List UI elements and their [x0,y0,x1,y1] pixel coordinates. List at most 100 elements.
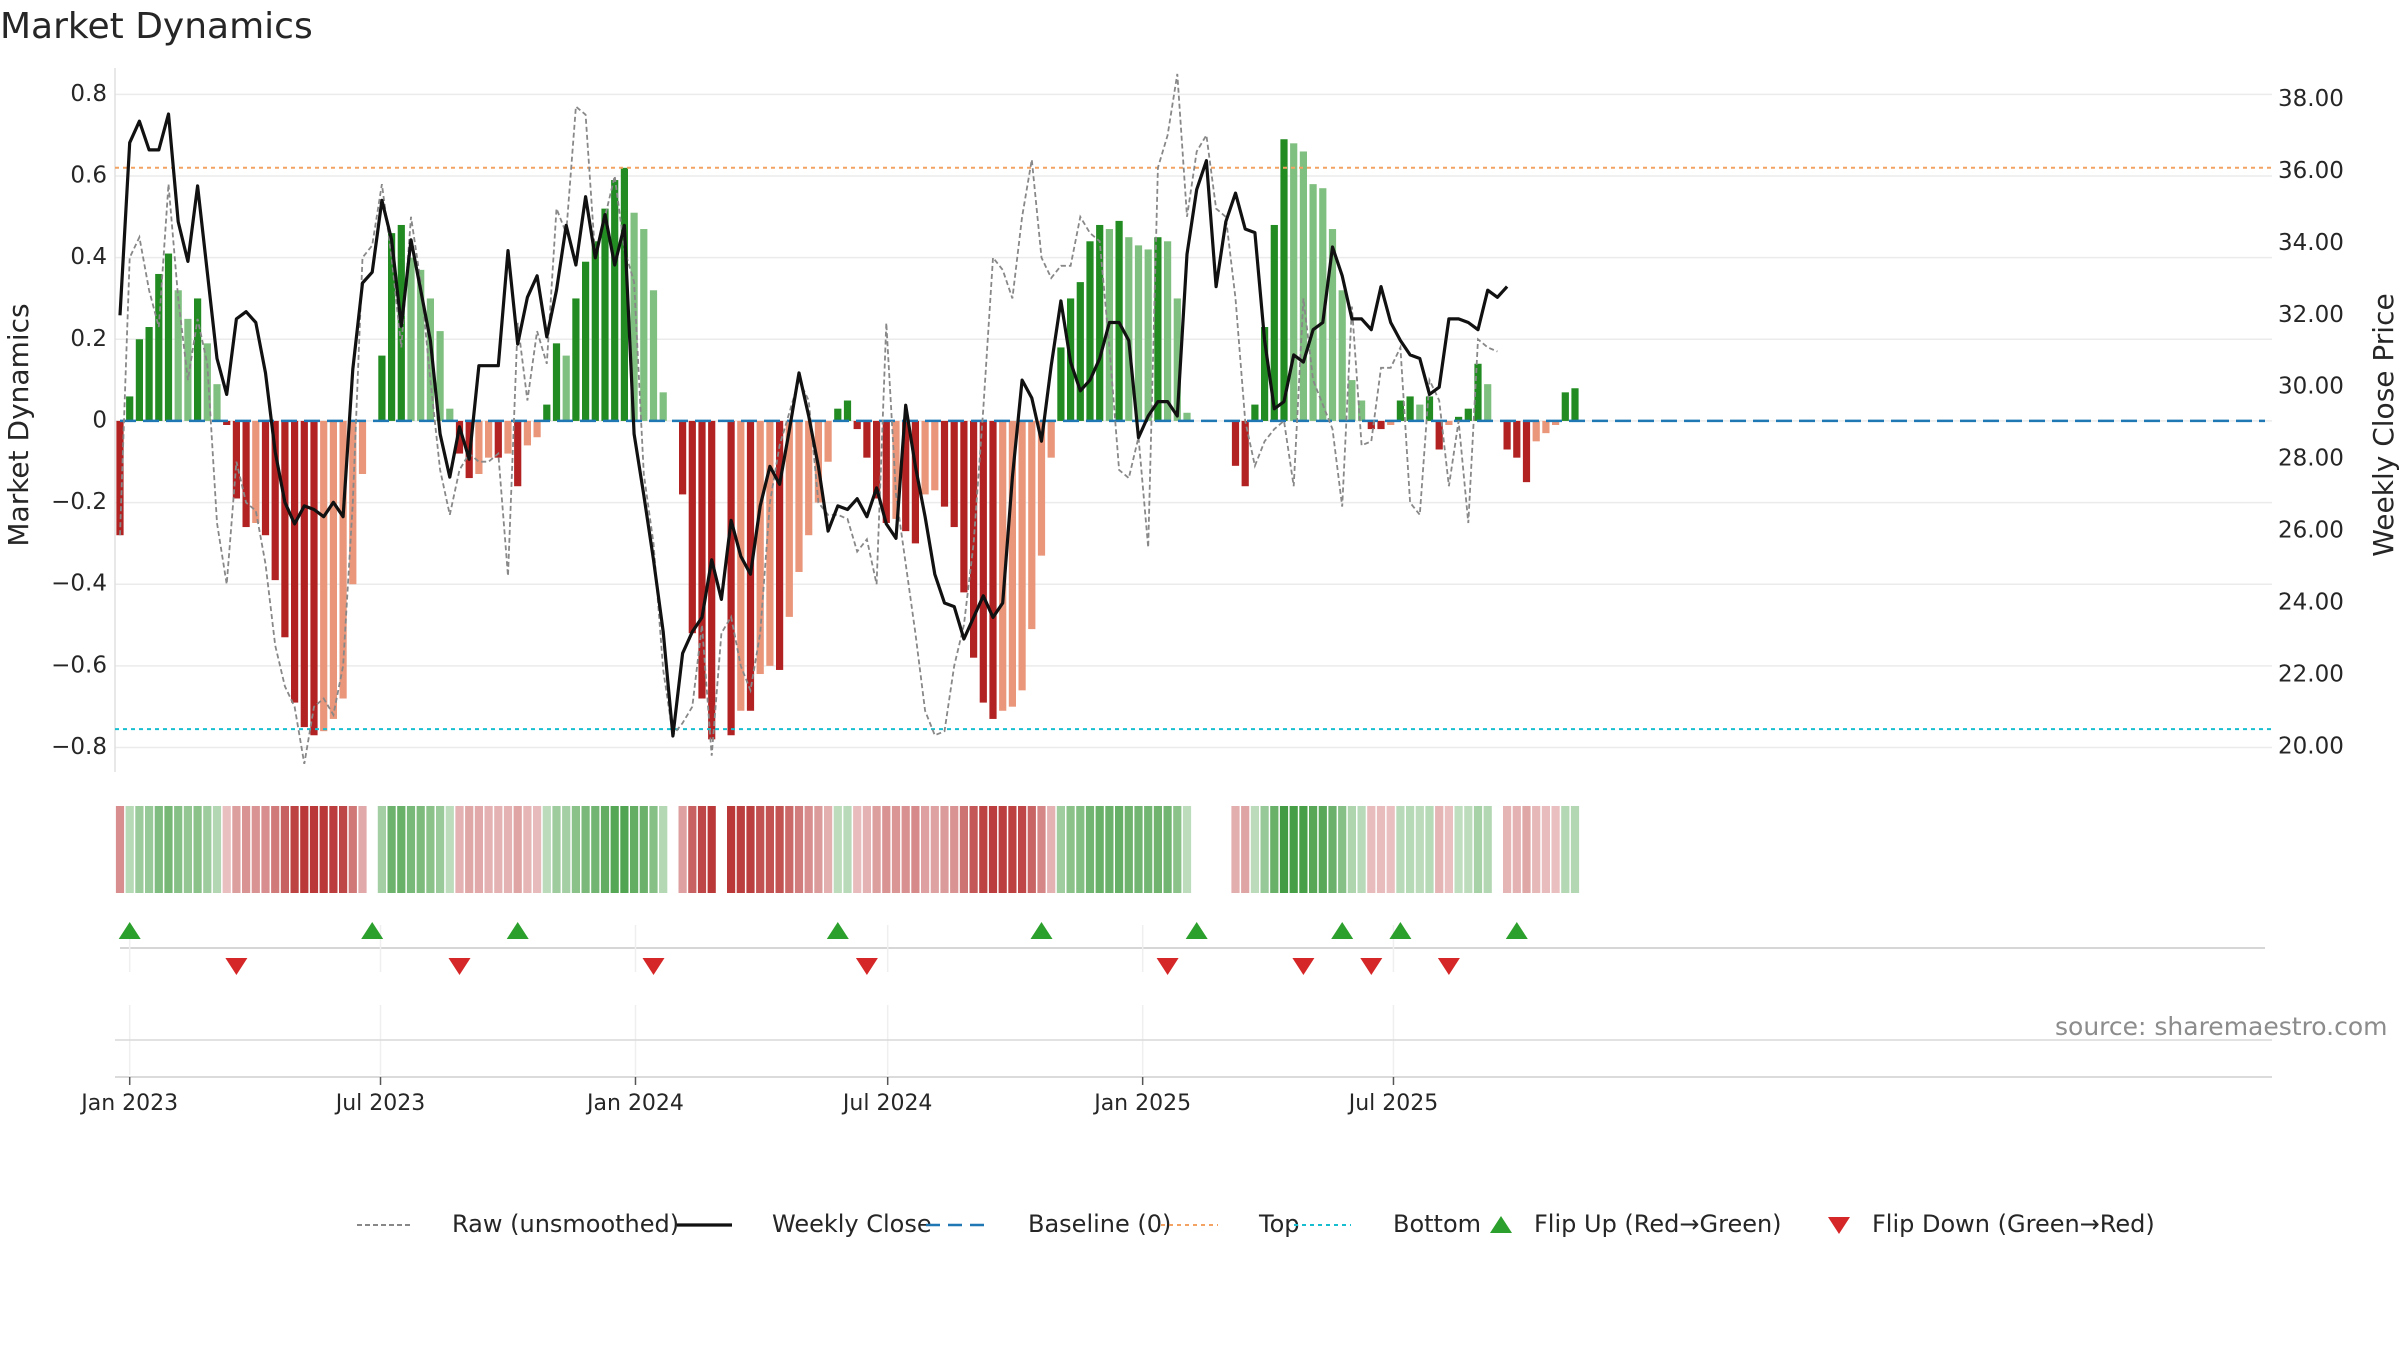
flip-up-marker [1331,922,1354,939]
flip-down-marker [448,958,471,975]
y-tick-label: −0.2 [51,489,107,515]
dynamics-bar [1319,188,1327,421]
heat-strip-cell [387,806,396,893]
dynamics-bar [1008,420,1016,707]
heat-strip-cell [1027,806,1036,893]
flip-down-marker [642,958,665,975]
heat-strip-cell [1347,806,1356,893]
dynamics-bar [533,420,541,438]
heat-strip-cell [785,806,794,893]
heat-strip-cell [125,806,134,893]
flip-up-marker [361,922,384,939]
heat-strip-cell [348,806,357,893]
dynamics-bar [1561,392,1569,421]
y2-tick-label: 22.00 [2278,661,2344,687]
legend-label: Top [1258,1210,1300,1238]
heat-strip-cell [513,806,522,893]
dynamics-bar [388,233,396,421]
heat-strip-cell [115,806,125,893]
dynamics-bar [1377,420,1385,430]
dynamics-bar [979,420,987,703]
dynamics-bar [455,420,464,454]
heat-strip-cell [319,806,328,893]
heat-strip-cell [794,806,804,893]
heat-strip-cell [377,806,386,893]
y-tick-label: 0.8 [70,81,107,107]
heat-strip-cell [1541,806,1550,893]
heat-strip-cell [707,806,716,893]
heat-strip-cell [1066,806,1075,893]
dynamics-bar [552,343,561,421]
heat-strip-cell [523,806,532,893]
dynamics-bar [931,420,939,491]
heat-strip-cell [222,806,231,893]
y2-tick-label: 28.00 [2278,446,2344,472]
heat-strip-cell [1415,806,1424,893]
dynamics-bar [1455,416,1463,421]
heat-strip-cell [901,806,910,893]
dynamics-bar [1134,245,1143,421]
dynamics-bar [824,420,832,462]
x-tick-label: Jul 2024 [841,1091,933,1116]
heat-strip-cell [251,806,260,893]
heat-strip-cell [562,806,571,893]
heat-strip-cell [1532,806,1541,893]
heat-strip-cell [911,806,920,893]
dynamics-bar [785,420,793,617]
heat-strip-cell [1406,806,1415,893]
flip-down-marker [855,958,878,975]
heat-strip-cell [1047,806,1056,893]
y2-tick-label: 36.00 [2278,158,2344,184]
dynamics-bar [135,339,143,421]
heat-strip-cell [1473,806,1483,893]
y2-tick-label: 30.00 [2278,374,2344,400]
x-tick-label: Jan 2025 [1092,1091,1191,1116]
heat-strip-cell [494,806,503,893]
heat-strip-cell [1425,806,1434,893]
heat-strip-cell [930,806,939,893]
heat-strip-cell [1270,806,1279,893]
heat-strip-cell [600,806,610,893]
y2-axis-title: Weekly Close Price [2367,293,2400,556]
dynamics-bar [1028,420,1036,630]
dynamics-bar [1484,384,1492,421]
dynamics-bar [1096,224,1104,421]
heat-strip-cell [1299,806,1308,893]
dynamics-bar [407,257,415,421]
heat-strip-cell [154,806,163,893]
heat-strip-cell [969,806,978,893]
dynamics-bar [242,420,250,528]
heat-strip-cell [455,806,464,893]
heat-strip-cell [329,806,338,893]
legend-label: Baseline (0) [1028,1210,1171,1238]
dynamics-bar [514,420,522,487]
y-tick-label: −0.4 [51,571,107,597]
flip-down-marker [1292,958,1315,975]
dynamics-bar [1464,408,1472,421]
dynamics-bar [126,396,134,421]
heat-strip-cell [1444,806,1453,893]
flip-up-marker [826,922,849,939]
heat-strip-cell [610,806,619,893]
dynamics-bar [446,408,454,421]
flip-down-marker [1360,958,1383,975]
dynamics-bar [1144,249,1152,421]
dynamics-bar [378,355,386,421]
dynamics-bar [358,420,367,474]
heat-strip-cell [581,806,590,893]
dynamics-bar [1367,420,1375,430]
heat-strip-cell [445,806,454,893]
dynamics-bar [611,180,619,421]
heat-strip-cell [309,806,319,893]
dynamics-bar [863,420,871,458]
dynamics-bar [940,420,949,507]
heat-strip-cell [1338,806,1347,893]
dynamics-bar [591,241,599,421]
heat-strip-cell [1483,806,1492,893]
source-credit: source: sharemaestro.com [2055,1012,2388,1041]
heat-strip-cell [775,806,784,893]
dynamics-bar [902,420,910,532]
heat-strip-cell [1357,806,1366,893]
heat-strip-cell [940,806,949,893]
heat-strip-cell [1318,806,1327,893]
